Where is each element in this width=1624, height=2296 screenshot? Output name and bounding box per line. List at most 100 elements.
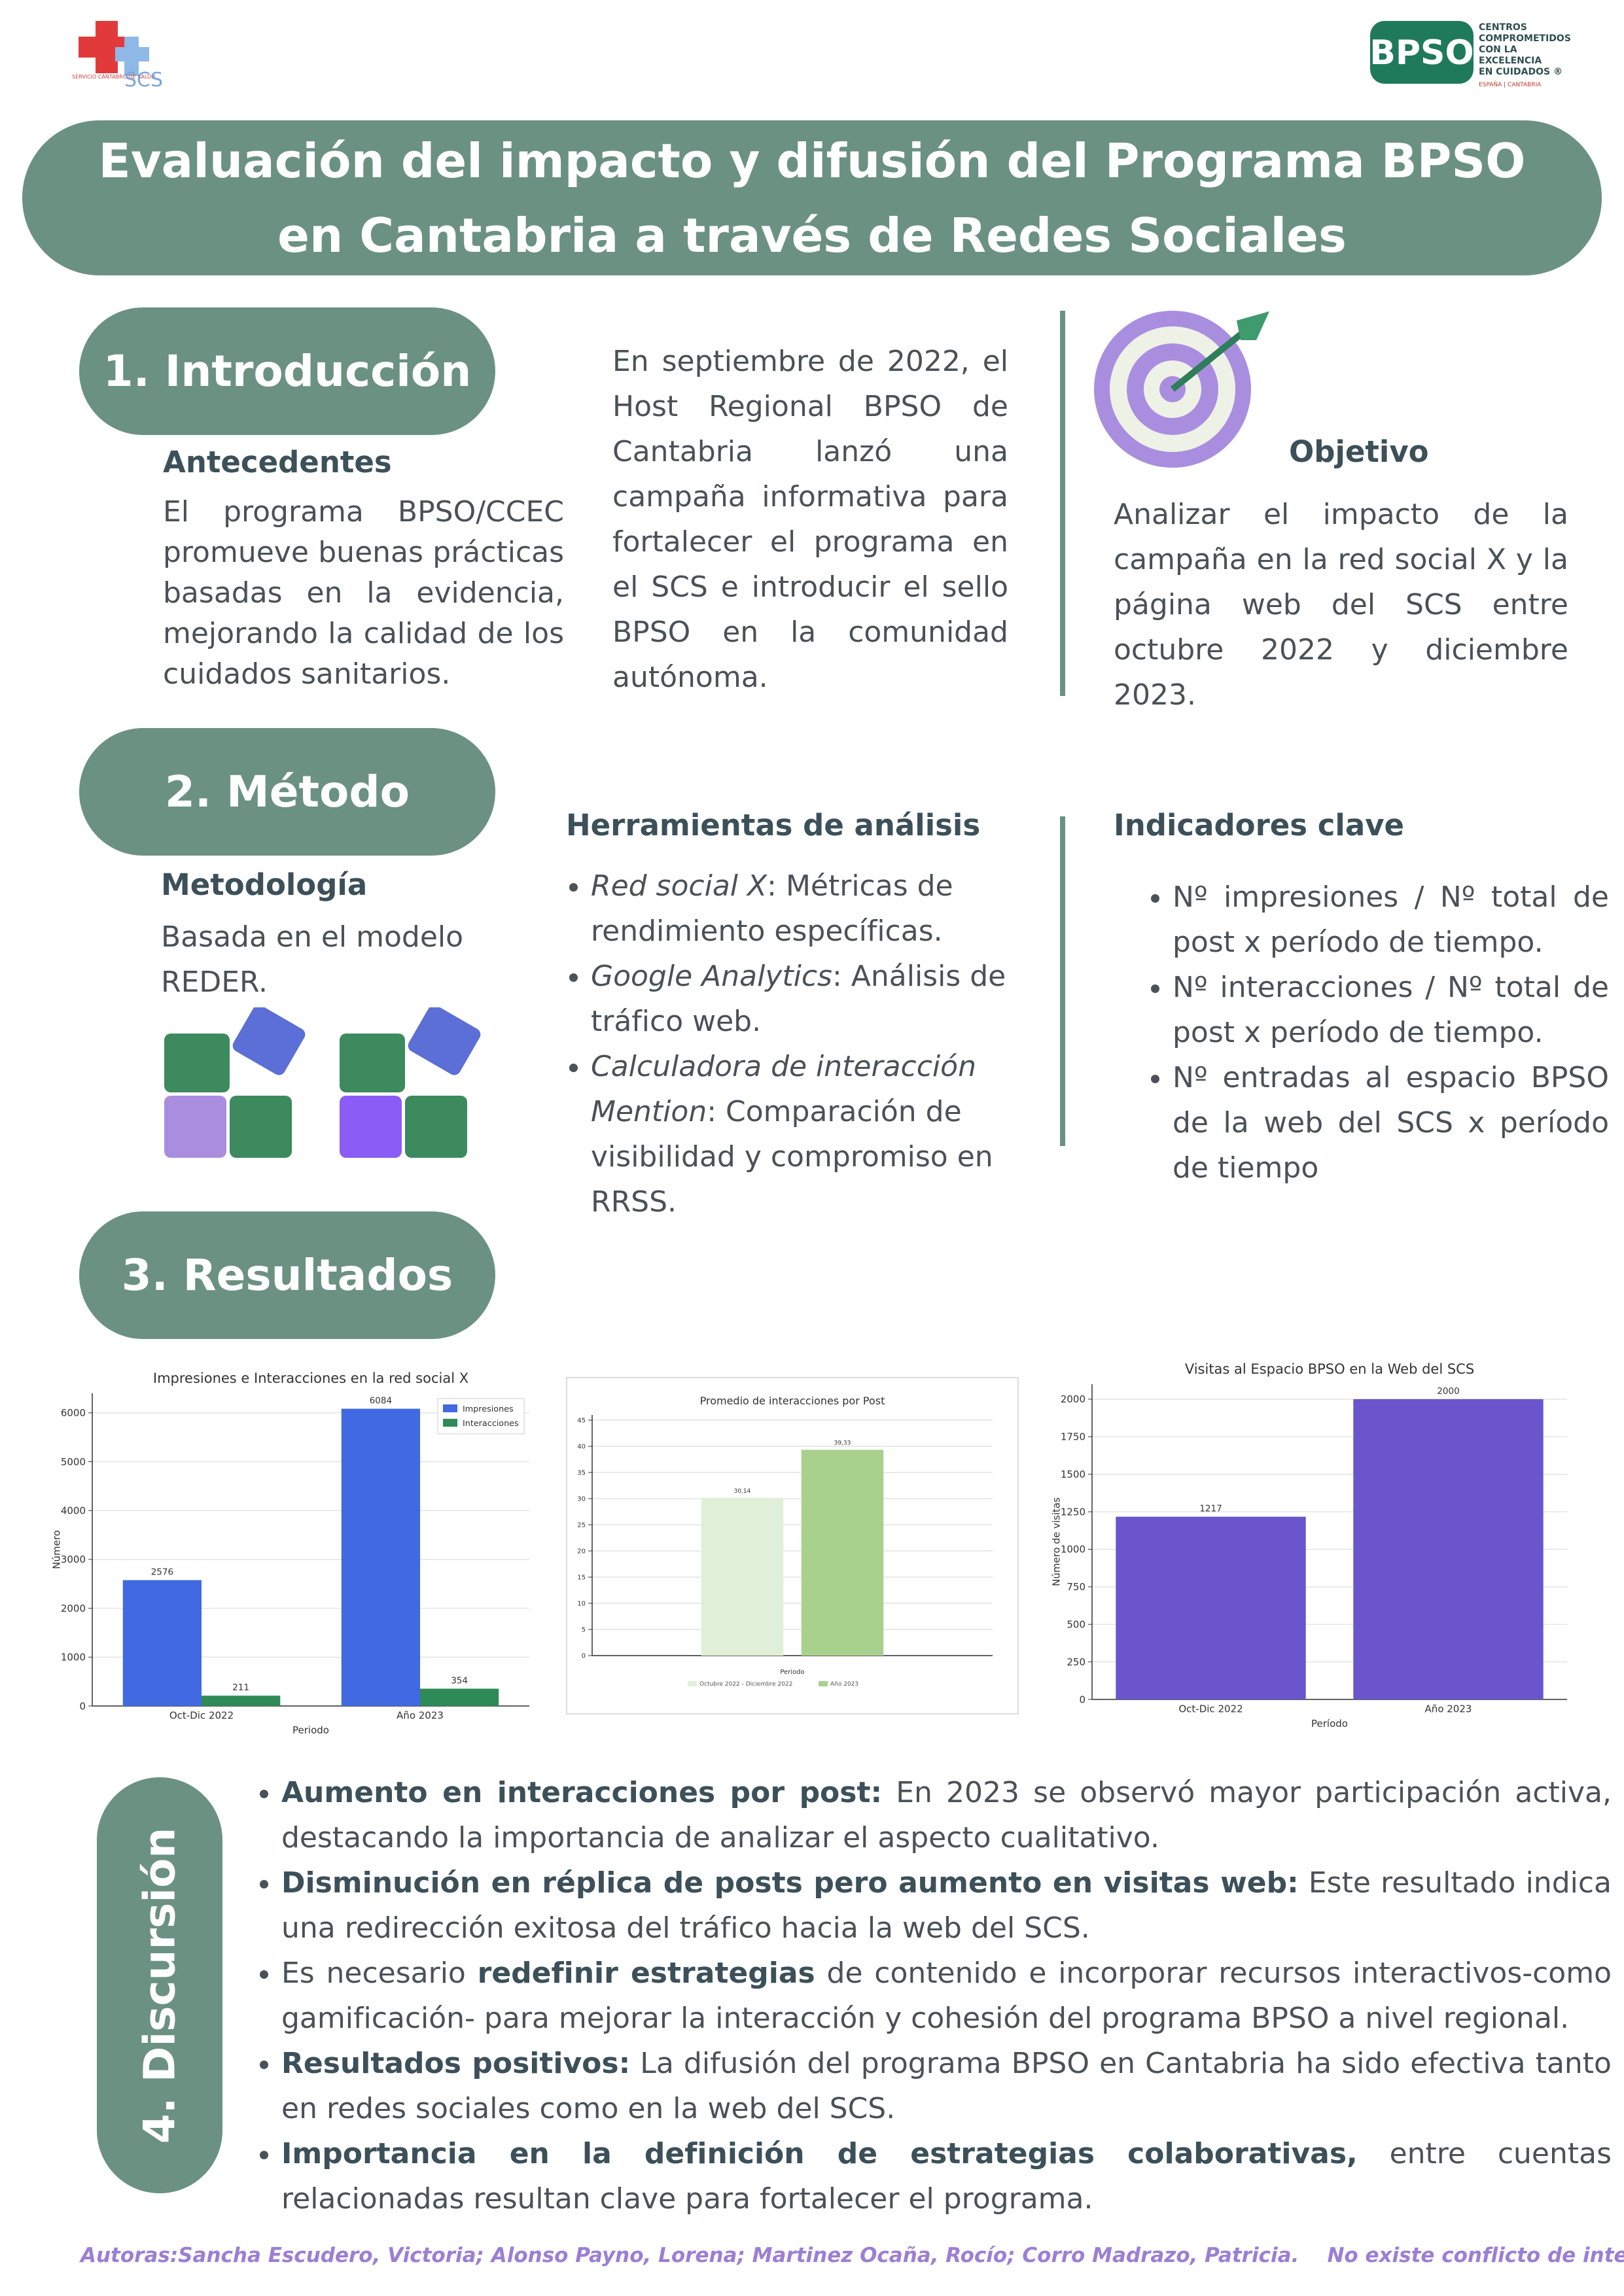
- y-tick-label: 500: [1067, 1618, 1086, 1630]
- discussion-item: Aumento en interacciones por post: En 20…: [281, 1770, 1612, 1860]
- bpso-tagline-line: CENTROS: [1479, 22, 1527, 33]
- y-tick-label: 4000: [61, 1505, 86, 1517]
- y-tick-label: 5: [582, 1627, 586, 1634]
- bar: [801, 1450, 884, 1656]
- bold-text: Disminución en réplica de posts pero aum…: [281, 1866, 1299, 1900]
- tool-desc: : Comparación de visibilidad y compromis…: [591, 1095, 993, 1219]
- subheading: Antecedentes: [163, 445, 392, 479]
- section-heading-bg: [97, 1777, 222, 2193]
- legend-label: Octubre 2022 - Diciembre 2022: [699, 1681, 792, 1688]
- subheading: Objetivo: [1289, 434, 1429, 469]
- bold-text: Aumento en interacciones por post:: [281, 1776, 883, 1809]
- legend-swatch: [443, 1419, 457, 1427]
- bpso-tagline-line: EXCELENCIA: [1479, 56, 1542, 66]
- bar: [202, 1696, 281, 1706]
- legend-label: Impresiones: [463, 1404, 514, 1414]
- data-label: 30,14: [734, 1488, 751, 1495]
- discussion-list: Aumento en interacciones por post: En 20…: [242, 1770, 1612, 2221]
- x-tick-label: Año 2023: [1425, 1703, 1472, 1715]
- bpso-tagline-line: CON LA: [1479, 44, 1517, 55]
- text: La difusión del programa BPSO en Cantabr…: [281, 2047, 1612, 2125]
- title-line: Evaluación del impacto y difusión del Pr…: [98, 133, 1526, 188]
- tool-item: Calculadora de interacción Mention: Comp…: [591, 1044, 1033, 1225]
- x-tick-label: Oct-Dic 2022: [1178, 1703, 1243, 1715]
- tool-item: Google Analytics: Análisis de tráfico we…: [591, 954, 1033, 1044]
- y-tick-label: 1000: [1061, 1544, 1086, 1556]
- y-tick-label: 1250: [1061, 1506, 1086, 1518]
- x-tick-label: Oct-Dic 2022: [169, 1710, 234, 1722]
- y-axis-label: Número: [51, 1530, 63, 1569]
- text: Este resultado indica una redirección ex…: [281, 1866, 1612, 1945]
- section-heading: 4. Discursión: [97, 1777, 222, 2193]
- y-tick-label: 0: [582, 1653, 586, 1660]
- text: Es necesario: [281, 1957, 478, 1990]
- tool-item: Red social X: Métricas de rendimiento es…: [591, 863, 1033, 954]
- chart-title: Impresiones e Interacciones en la red so…: [153, 1370, 468, 1386]
- y-tick-label: 1750: [1061, 1431, 1086, 1443]
- legend-label: Interacciones: [463, 1419, 519, 1429]
- bpso-region: ESPAÑA | CANTABRIA: [1479, 81, 1542, 88]
- section-heading: 2. Método: [79, 728, 495, 856]
- divider: [1060, 816, 1065, 1146]
- bpso-tagline-line: EN CUIDADOS ®: [1479, 67, 1562, 77]
- bpso-label: BPSO: [1369, 33, 1474, 73]
- discussion-item: Es necesario redefinir estrategias de co…: [281, 1951, 1612, 2041]
- indicator-item: Nº impresiones / Nº total de post x perí…: [1173, 875, 1609, 965]
- y-tick-label: 5000: [61, 1456, 86, 1468]
- bold-text: redefinir estrategias: [477, 1957, 815, 1990]
- x-axis-label: Periodo: [292, 1724, 329, 1736]
- subheading: Herramientas de análisis: [566, 808, 981, 843]
- tools-list: Red social X: Métricas de rendimiento es…: [554, 863, 1033, 1225]
- data-label: 2576: [151, 1567, 173, 1578]
- y-tick-label: 40: [577, 1444, 586, 1451]
- discussion-item: Disminución en réplica de posts pero aum…: [281, 1860, 1612, 1951]
- legend-swatch: [688, 1681, 697, 1686]
- y-tick-label: 0: [1079, 1694, 1086, 1705]
- data-label: 2000: [1437, 1386, 1459, 1397]
- section-heading: 1. Introducción: [79, 307, 495, 435]
- paragraph: Basada en el modelo REDER.: [161, 920, 464, 999]
- x-axis-label: Periodo: [780, 1669, 804, 1676]
- target-icon: [1094, 311, 1269, 468]
- data-label: 211: [232, 1682, 249, 1693]
- conflict-note: No existe conflicto de interés en este t…: [1327, 2244, 1624, 2267]
- bar: [1353, 1399, 1544, 1699]
- paragraph: El programa BPSO/CCEC promueve buenas pr…: [163, 495, 564, 691]
- indicators-list: Nº impresiones / Nº total de post x perí…: [1136, 875, 1609, 1191]
- text: En 2023 se observó mayor participación a…: [281, 1776, 1612, 1854]
- y-tick-label: 750: [1067, 1581, 1086, 1593]
- y-tick-label: 2000: [61, 1603, 86, 1614]
- indicator-item: Nº interacciones / Nº total de post x pe…: [1173, 965, 1609, 1055]
- y-tick-label: 6000: [61, 1407, 86, 1419]
- y-tick-label: 0: [79, 1700, 86, 1712]
- bold-text: Resultados positivos:: [281, 2047, 631, 2080]
- y-tick-label: 250: [1067, 1656, 1086, 1668]
- y-tick-label: 45: [577, 1418, 586, 1425]
- tool-term: Calculadora de interacción Mention: [591, 1050, 976, 1128]
- text: entre cuentas relacionadas resultan clav…: [281, 2137, 1612, 2216]
- footer: Autoras:Sancha Escudero, Victoria; Alons…: [80, 2244, 1624, 2267]
- divider: [1060, 311, 1065, 696]
- y-tick-label: 30: [577, 1496, 586, 1503]
- data-label: 6084: [370, 1396, 392, 1406]
- tool-desc: : Métricas de rendimiento específicas.: [591, 869, 953, 948]
- bar: [1116, 1516, 1306, 1699]
- tool-term: Google Analytics: [591, 960, 832, 993]
- indicator-item: Nº entradas al espacio BPSO de la web de…: [1173, 1055, 1609, 1191]
- chart-title: Promedio de interacciones por Post: [700, 1395, 885, 1407]
- section-heading-text: 4. Discursión: [134, 1827, 185, 2144]
- y-tick-label: 1500: [1061, 1469, 1086, 1480]
- scs-logo: SERVICIO CÁNTABRO DE SALUD SCS: [72, 21, 163, 92]
- section-heading: 3. Resultados: [79, 1211, 495, 1339]
- chart: Visitas al Espacio BPSO en la Web del SC…: [1051, 1361, 1567, 1730]
- subheading: Metodología: [161, 867, 368, 902]
- bar: [341, 1408, 420, 1706]
- discussion-item: Importancia en la definición de estrateg…: [281, 2131, 1612, 2221]
- title-banner: Evaluación del impacto y difusión del Pr…: [22, 120, 1602, 275]
- bar: [701, 1497, 784, 1656]
- scs-abbr: SCS: [124, 69, 163, 92]
- legend-swatch: [819, 1681, 828, 1686]
- tool-term: Red social X: [591, 869, 768, 903]
